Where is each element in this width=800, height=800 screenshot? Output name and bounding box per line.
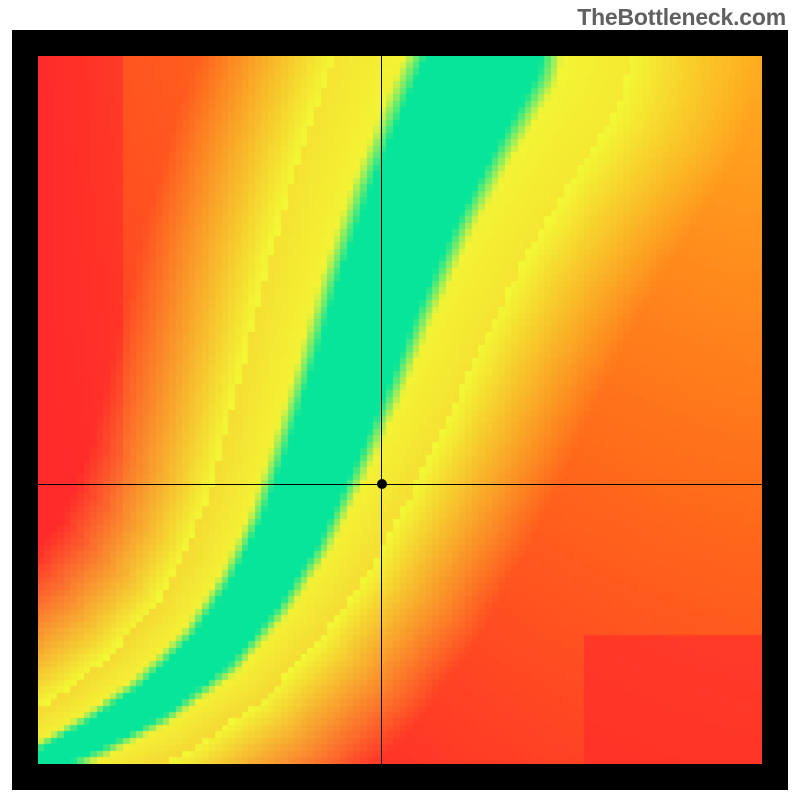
plot-area [38,56,762,764]
watermark-text: TheBottleneck.com [577,4,786,31]
chart-container: TheBottleneck.com [0,0,800,800]
chart-frame [12,30,788,790]
crosshair-marker-dot [377,479,387,489]
heatmap-canvas [38,56,762,764]
crosshair-horizontal [38,484,762,485]
crosshair-vertical [381,56,382,764]
